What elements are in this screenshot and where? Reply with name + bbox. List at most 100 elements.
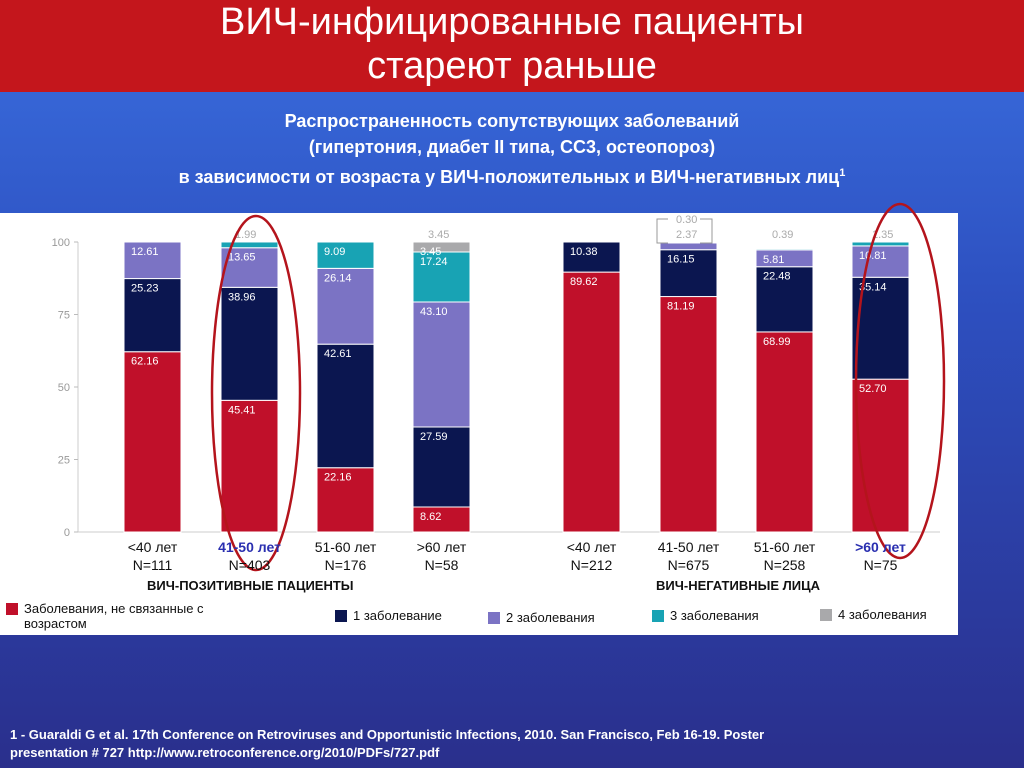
data-label: 1.99 <box>235 229 256 241</box>
category-age: 51-60 лет <box>753 539 816 555</box>
y-tick-label: 50 <box>58 382 70 394</box>
bar-segment <box>851 245 910 278</box>
chart-subtitle: Распространенность сопутствующих заболев… <box>0 108 1024 190</box>
bar-segment <box>412 301 471 428</box>
category-n: N=212 <box>570 557 613 573</box>
legend-swatch-3 <box>652 610 664 622</box>
footnote-line1: 1 - Guaraldi G et al. 17th Conference on… <box>10 727 765 742</box>
data-label: 62.16 <box>131 356 159 368</box>
bar-segment <box>316 467 375 533</box>
data-label: 9.09 <box>324 246 345 258</box>
bar-segment <box>316 343 375 469</box>
bar-segment <box>220 286 279 401</box>
category-label: 51-60 лет N=258 <box>735 538 835 574</box>
bar-segment <box>412 506 471 533</box>
data-label: 27.59 <box>420 431 448 443</box>
bar-segment <box>755 266 814 333</box>
bar-segment <box>659 249 718 298</box>
data-label: 38.96 <box>228 291 256 303</box>
category-label: >60 лет N=58 <box>392 538 492 574</box>
data-label: 12.61 <box>131 246 159 258</box>
legend-item-3: 3 заболевания <box>652 608 759 623</box>
data-label: 42.61 <box>324 348 352 360</box>
bar-segment <box>659 241 718 244</box>
category-label: >60 лет N=75 <box>831 538 931 574</box>
category-age: >60 лет <box>855 539 906 555</box>
bar-segment <box>412 241 471 253</box>
highlight-ellipse <box>854 202 946 560</box>
bar-segment <box>562 271 621 533</box>
bar-segment <box>123 351 182 533</box>
category-label: 41-50 лет N=403 <box>200 538 300 574</box>
category-age: 51-60 лет <box>314 539 377 555</box>
data-label: 25.23 <box>131 283 159 295</box>
category-label: 51-60 лет N=176 <box>296 538 396 574</box>
y-tick-label: 75 <box>58 310 70 322</box>
bar-segment <box>123 241 182 280</box>
title-bar: ВИЧ-инфицированные пациенты стареют рань… <box>0 0 1024 92</box>
data-label: 89.62 <box>570 276 598 288</box>
bar-segment <box>220 241 279 249</box>
data-label: 35.14 <box>859 281 887 293</box>
category-n: N=58 <box>424 557 459 573</box>
data-label: 3.45 <box>420 246 441 258</box>
data-label: 0.39 <box>772 229 793 241</box>
footnote: 1 - Guaraldi G et al. 17th Conference on… <box>10 726 1010 762</box>
y-tick-label: 100 <box>52 237 70 249</box>
legend-label-2: 2 заболевания <box>506 610 595 625</box>
data-label: 45.41 <box>228 404 256 416</box>
group-label-positive: ВИЧ-ПОЗИТИВНЫЕ ПАЦИЕНТЫ <box>147 578 354 593</box>
category-n: N=176 <box>324 557 367 573</box>
category-n: N=75 <box>863 557 898 573</box>
data-label: 68.99 <box>763 336 791 348</box>
category-n: N=111 <box>132 557 173 573</box>
page-title-line1: ВИЧ-инфицированные пациенты <box>219 1 804 43</box>
bar-segment <box>123 278 182 353</box>
data-label: 2.37 <box>676 229 697 241</box>
label-bracket <box>700 218 713 244</box>
y-tick-label: 25 <box>58 455 70 467</box>
legend-item-4: 4 заболевания <box>818 601 947 628</box>
bar-segment <box>562 241 621 273</box>
category-label: 41-50 лет N=675 <box>639 538 739 574</box>
category-label: <40 лет N=111 <box>103 538 203 574</box>
legend-label-1: 1 заболевание <box>353 608 442 623</box>
legend-item-2: 2 заболевания <box>488 610 595 625</box>
highlight-ellipse <box>210 214 302 572</box>
data-label: 10.38 <box>570 246 598 258</box>
category-age: <40 лет <box>127 539 178 555</box>
footnote-line2: presentation # 727 http://www.retroconfe… <box>10 745 440 760</box>
legend-label-3: 3 заболевания <box>670 608 759 623</box>
bar-segment <box>659 242 718 251</box>
data-label: 81.19 <box>667 301 695 313</box>
data-label: 10.81 <box>859 250 887 262</box>
subtitle-line3: в зависимости от возраста у ВИЧ-положите… <box>178 167 840 187</box>
bar-segment <box>851 378 910 533</box>
legend-swatch-2 <box>488 612 500 624</box>
bar-segment <box>220 399 279 533</box>
bar-segment <box>755 331 814 533</box>
page-title-line2: стареют раньше <box>367 45 657 87</box>
legend-swatch-4 <box>820 609 832 621</box>
legend-item-1: 1 заболевание <box>335 608 442 623</box>
category-n: N=403 <box>228 557 271 573</box>
label-bracket <box>656 218 668 244</box>
data-label: 5.81 <box>763 254 784 266</box>
category-age: <40 лет <box>566 539 617 555</box>
bar-segment <box>220 247 279 288</box>
category-n: N=675 <box>667 557 710 573</box>
bar-segment <box>412 426 471 508</box>
bar-segment <box>851 241 910 247</box>
data-label: 26.14 <box>324 272 352 284</box>
legend-item-age-unrelated: Заболевания, не связанные с возрастом <box>6 601 276 631</box>
data-label: 0.30 <box>676 214 697 226</box>
category-n: N=258 <box>763 557 806 573</box>
bar-segment <box>755 248 814 251</box>
bar-segment <box>659 296 718 533</box>
category-label: <40 лет N=212 <box>542 538 642 574</box>
data-label: 43.10 <box>420 306 448 318</box>
data-label: 3.45 <box>428 229 449 241</box>
bar-segment <box>316 241 375 269</box>
legend-swatch-age-unrelated <box>6 603 18 615</box>
